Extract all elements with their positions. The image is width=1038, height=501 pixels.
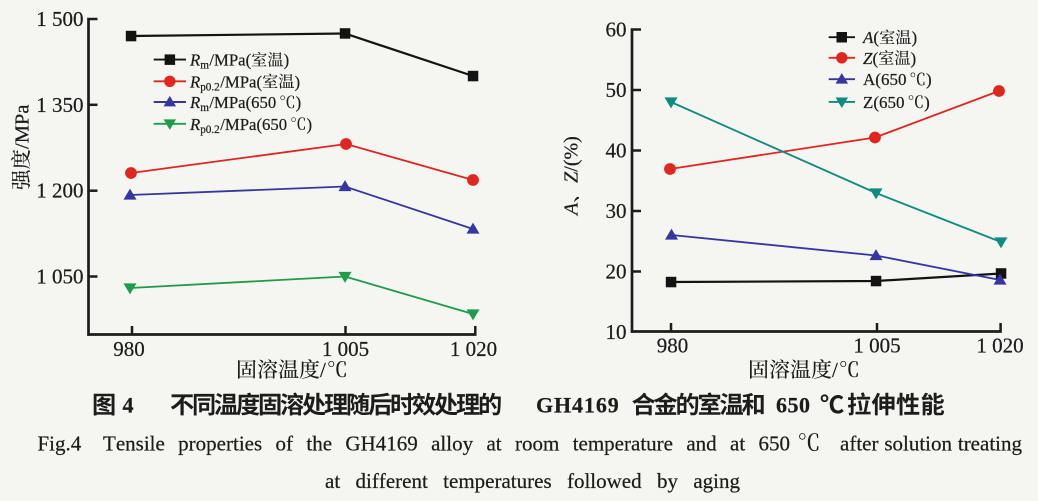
svg-text:/MPa(: /MPa(: [220, 72, 262, 91]
svg-text:(: (: [875, 70, 881, 89]
svg-text:650: 650: [251, 93, 276, 112]
svg-text:1 350: 1 350: [36, 93, 83, 117]
svg-text:30: 30: [606, 199, 627, 223]
svg-text:): ): [296, 93, 302, 112]
svg-text:R: R: [189, 93, 200, 112]
svg-text:4: 4: [123, 393, 134, 418]
svg-text:R: R: [189, 115, 200, 134]
svg-text:Fig.4: Fig.4: [38, 432, 82, 456]
svg-text:650: 650: [879, 93, 905, 112]
svg-text:Z: Z: [863, 93, 873, 112]
svg-text:p0.2: p0.2: [200, 124, 220, 136]
svg-text:p0.2: p0.2: [200, 81, 220, 93]
svg-text:/MPa(: /MPa(: [209, 93, 251, 112]
svg-text:/MPa: /MPa: [12, 105, 34, 149]
svg-text:(: (: [873, 93, 879, 112]
svg-text:/: /: [320, 358, 326, 382]
svg-text:650: 650: [262, 115, 287, 134]
svg-text:at different temperatures foll: at different temperatures followed by ag…: [325, 469, 740, 493]
svg-text:A: A: [862, 28, 874, 47]
svg-text:/: /: [832, 358, 838, 382]
svg-text:): ): [924, 93, 930, 112]
svg-text:): ): [284, 51, 290, 70]
svg-text:1 020: 1 020: [976, 334, 1023, 358]
svg-text:): ): [911, 49, 917, 68]
svg-text:): ): [926, 70, 932, 89]
svg-text:/MPa(: /MPa(: [209, 51, 251, 70]
svg-text:Z: Z: [561, 171, 583, 183]
svg-text:1 050: 1 050: [36, 265, 83, 289]
svg-text:10: 10: [606, 320, 627, 344]
svg-text:m: m: [200, 102, 209, 114]
svg-text:Z: Z: [863, 49, 873, 68]
svg-text:m: m: [200, 60, 209, 72]
svg-text:/MPa(: /MPa(: [220, 115, 262, 134]
svg-text:(: (: [872, 49, 878, 68]
svg-text:40: 40: [606, 139, 627, 163]
svg-text:R: R: [189, 72, 200, 91]
svg-text:1 200: 1 200: [36, 179, 83, 203]
svg-text:980: 980: [113, 337, 145, 361]
svg-text:): ): [911, 28, 917, 47]
svg-text:1 005: 1 005: [322, 337, 369, 361]
svg-text:650: 650: [881, 70, 907, 89]
svg-text:1 500: 1 500: [36, 7, 83, 31]
svg-text:/(%): /(%): [561, 136, 583, 172]
svg-text:20: 20: [606, 260, 627, 284]
svg-text:980: 980: [657, 334, 689, 358]
svg-text:A: A: [863, 70, 876, 89]
svg-text:GH4169: GH4169: [536, 393, 620, 418]
svg-text:650: 650: [776, 393, 811, 418]
svg-text:): ): [294, 72, 300, 91]
svg-text:1 020: 1 020: [450, 337, 497, 361]
svg-text:after solution treating: after solution treating: [840, 432, 1022, 456]
svg-text:): ): [307, 115, 313, 134]
svg-text:A: A: [561, 202, 583, 217]
svg-text:1 005: 1 005: [853, 334, 900, 358]
svg-text:50: 50: [606, 78, 627, 102]
svg-text:(: (: [873, 28, 879, 47]
svg-text:Tensile properties of the GH41: Tensile properties of the GH4169 alloy a…: [103, 432, 790, 456]
svg-text:60: 60: [606, 18, 627, 42]
svg-text:R: R: [189, 51, 200, 70]
